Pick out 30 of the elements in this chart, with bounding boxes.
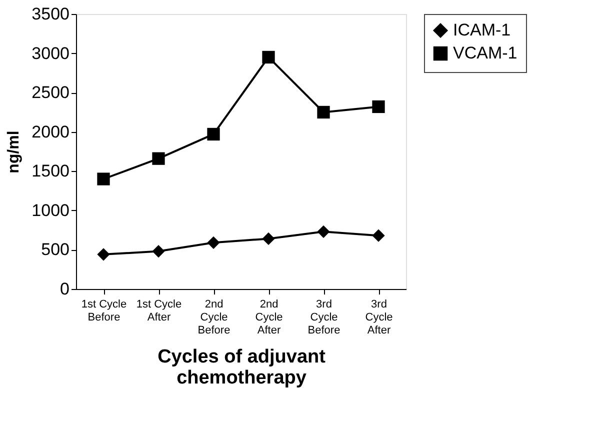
point — [97, 172, 110, 186]
y-tick-label: 3000 — [32, 44, 70, 63]
legend-label: VCAM-1 — [453, 44, 518, 62]
x-tick-label: 2nd Cycle After — [255, 298, 283, 336]
y-tick-label: 1000 — [32, 200, 70, 220]
y-tick-label: 0 — [60, 280, 70, 298]
point — [262, 232, 275, 246]
x-tick-label: 1st Cycle After — [136, 298, 182, 324]
point — [152, 152, 165, 165]
y-tick-label: 1500 — [32, 162, 70, 181]
y-tick-label: 2500 — [32, 83, 70, 102]
x-tick-label: 3rd Cycle Before — [308, 298, 340, 336]
point — [317, 106, 330, 119]
point — [207, 128, 220, 141]
y-tick-label: 500 — [41, 240, 70, 260]
x-tick-label: 1st Cycle Before — [81, 298, 127, 324]
x-tick-label: 2nd Cycle Before — [198, 298, 230, 336]
point — [372, 100, 385, 114]
point — [372, 229, 385, 242]
y-tick-label: 3500 — [32, 4, 70, 24]
x-tick-label: 3rd Cycle After — [365, 298, 393, 336]
x-axis-title: Cycles of adjuvant chemotherapy — [158, 346, 326, 388]
point — [152, 244, 165, 258]
point — [207, 236, 220, 249]
point — [262, 50, 275, 64]
legend-label: ICAM-1 — [453, 20, 511, 40]
y-tick-label: 2000 — [32, 122, 70, 142]
point — [317, 225, 330, 238]
point — [97, 248, 110, 261]
y-axis-title: ng/ml — [6, 130, 23, 174]
